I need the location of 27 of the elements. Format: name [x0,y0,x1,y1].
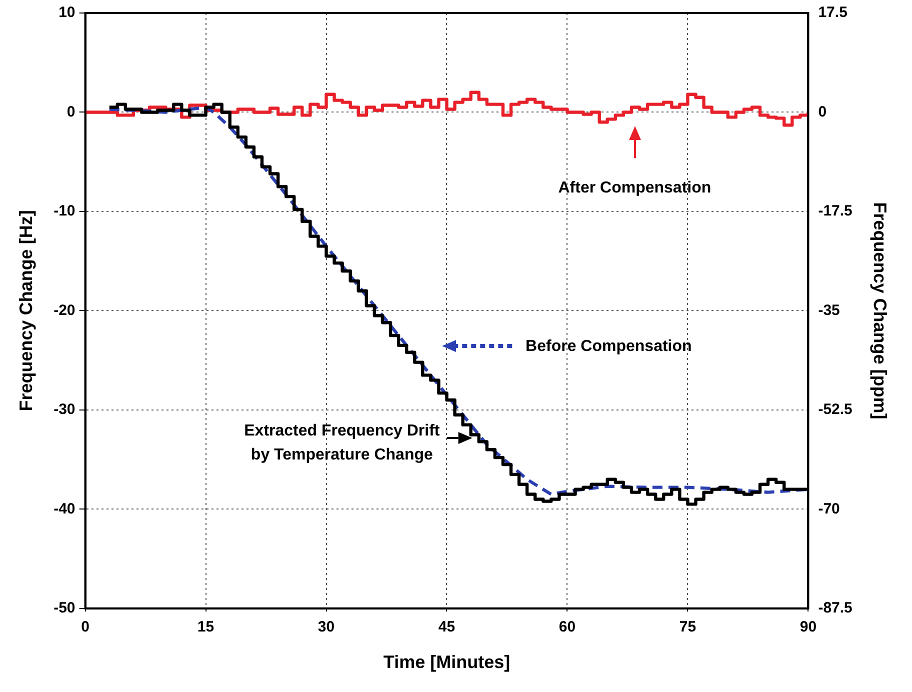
y2-tick-label: 0 [818,103,827,120]
y-tick-label: -10 [54,202,76,220]
y-tick-label: 10 [58,4,76,22]
y2-tick-label: -52.5 [818,401,852,418]
y2-axis-title: Frequency Change [ppm] [870,202,890,420]
y-tick-label: 0 [66,103,76,120]
annotation: Before Compensation [526,338,692,355]
y-tick-label: -50 [54,600,76,617]
y2-tick-label: -70 [818,500,840,518]
annotation: After Compensation [558,179,712,196]
annotation: Extracted Frequency Drift by Temperature Change [244,422,440,464]
y2-tick-label: 17.5 [818,4,848,22]
y-tick-label: -40 [54,500,76,518]
x-tick-label: 90 [800,618,817,636]
x-tick-label: 30 [318,618,335,636]
x-tick-label: 45 [438,618,456,636]
x-tick-label: 0 [81,618,90,636]
y-tick-label: -30 [54,401,76,418]
x-tick-label: 15 [197,618,214,636]
x-axis-title: Time [Minutes] [383,652,510,672]
y2-tick-label: -35 [818,302,840,319]
y-axis-title: Frequency Change [Hz] [16,210,36,412]
y2-tick-label: -17.5 [818,202,852,220]
x-tick-label: 75 [679,618,696,636]
y2-tick-label: -87.5 [818,600,852,617]
y-tick-label: -20 [54,302,76,319]
x-tick-label: 60 [558,618,576,636]
